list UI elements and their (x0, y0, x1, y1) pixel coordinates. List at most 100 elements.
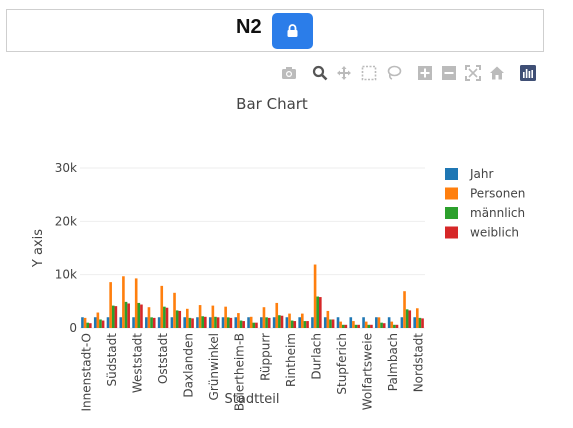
bar[interactable] (278, 315, 281, 328)
bar[interactable] (93, 317, 97, 328)
pan-icon[interactable] (336, 65, 352, 81)
bar[interactable] (216, 317, 220, 328)
bar[interactable] (173, 292, 176, 328)
bar[interactable] (313, 264, 317, 328)
bar[interactable] (114, 306, 118, 328)
box-select-icon[interactable] (361, 65, 377, 81)
bar[interactable] (349, 317, 353, 328)
bar[interactable] (344, 324, 348, 328)
camera-icon[interactable] (281, 65, 297, 81)
bar[interactable] (331, 319, 335, 328)
bar[interactable] (303, 321, 307, 328)
bar[interactable] (367, 324, 371, 328)
bar[interactable] (191, 318, 194, 328)
bar[interactable] (306, 321, 309, 328)
bar[interactable] (400, 317, 404, 328)
bar[interactable] (375, 317, 378, 328)
bar[interactable] (262, 307, 266, 328)
bar[interactable] (165, 307, 169, 328)
bar[interactable] (83, 317, 87, 328)
bar[interactable] (208, 317, 212, 328)
bar[interactable] (204, 316, 207, 328)
bar[interactable] (319, 297, 322, 328)
bar[interactable] (382, 323, 386, 328)
bar[interactable] (298, 317, 301, 328)
legend-item[interactable]: männlich (445, 206, 525, 220)
plotly-logo-icon[interactable] (520, 65, 536, 81)
bar[interactable] (178, 310, 182, 328)
bar[interactable] (267, 317, 271, 328)
bar[interactable] (137, 302, 141, 328)
bar[interactable] (229, 317, 233, 328)
bar[interactable] (214, 316, 217, 328)
bar[interactable] (132, 317, 135, 328)
bar[interactable] (300, 313, 304, 328)
bar[interactable] (293, 321, 297, 328)
bar[interactable] (109, 282, 112, 328)
bar[interactable] (211, 305, 215, 328)
bar[interactable] (395, 324, 399, 328)
bar[interactable] (201, 316, 205, 328)
bar[interactable] (336, 317, 340, 328)
lock-button[interactable] (272, 13, 313, 49)
bar[interactable] (339, 321, 342, 328)
bar[interactable] (152, 317, 156, 328)
bar[interactable] (311, 317, 314, 328)
bar[interactable] (89, 323, 92, 328)
bar[interactable] (280, 315, 284, 328)
bar[interactable] (145, 317, 148, 328)
bar[interactable] (408, 310, 412, 328)
bar[interactable] (188, 317, 192, 328)
bar[interactable] (403, 291, 406, 328)
bar[interactable] (101, 320, 105, 328)
bar[interactable] (260, 317, 263, 328)
bar[interactable] (413, 317, 416, 328)
bar[interactable] (380, 322, 383, 328)
bar[interactable] (272, 317, 276, 328)
bar[interactable] (418, 317, 422, 328)
bar[interactable] (421, 318, 424, 328)
bar[interactable] (326, 310, 330, 328)
bar[interactable] (185, 308, 189, 328)
bar[interactable] (127, 303, 130, 328)
bar[interactable] (140, 304, 143, 328)
bar[interactable] (316, 296, 320, 328)
bar[interactable] (81, 317, 84, 328)
bar[interactable] (221, 317, 225, 328)
bar[interactable] (288, 313, 291, 328)
bar[interactable] (106, 317, 110, 328)
legend-item[interactable]: Personen (445, 187, 525, 201)
bar[interactable] (249, 316, 253, 328)
bar[interactable] (364, 321, 368, 328)
bar[interactable] (242, 321, 245, 328)
bar[interactable] (352, 321, 355, 328)
bar[interactable] (124, 301, 128, 328)
bar[interactable] (390, 321, 394, 328)
bar[interactable] (255, 322, 258, 328)
bar[interactable] (387, 317, 391, 328)
bar[interactable] (239, 320, 243, 328)
bar[interactable] (157, 317, 161, 328)
bar[interactable] (234, 317, 238, 328)
bar[interactable] (323, 317, 327, 328)
bar[interactable] (160, 285, 164, 328)
bar[interactable] (237, 313, 240, 328)
bar[interactable] (285, 317, 289, 328)
bar[interactable] (99, 319, 102, 328)
bar[interactable] (150, 317, 153, 328)
bar[interactable] (111, 305, 115, 328)
bar[interactable] (377, 317, 381, 328)
bar[interactable] (252, 322, 256, 328)
autoscale-icon[interactable] (465, 65, 481, 81)
legend-item[interactable]: Jahr (445, 167, 493, 181)
bar[interactable] (393, 324, 396, 328)
home-icon[interactable] (489, 65, 505, 81)
bar[interactable] (275, 302, 279, 328)
bar[interactable] (265, 317, 268, 328)
zoom-icon[interactable] (312, 65, 328, 81)
bar[interactable] (119, 317, 123, 328)
bar[interactable] (86, 322, 90, 328)
legend-item[interactable]: weiblich (445, 226, 519, 240)
bar[interactable] (362, 317, 365, 328)
bar[interactable] (357, 324, 360, 328)
